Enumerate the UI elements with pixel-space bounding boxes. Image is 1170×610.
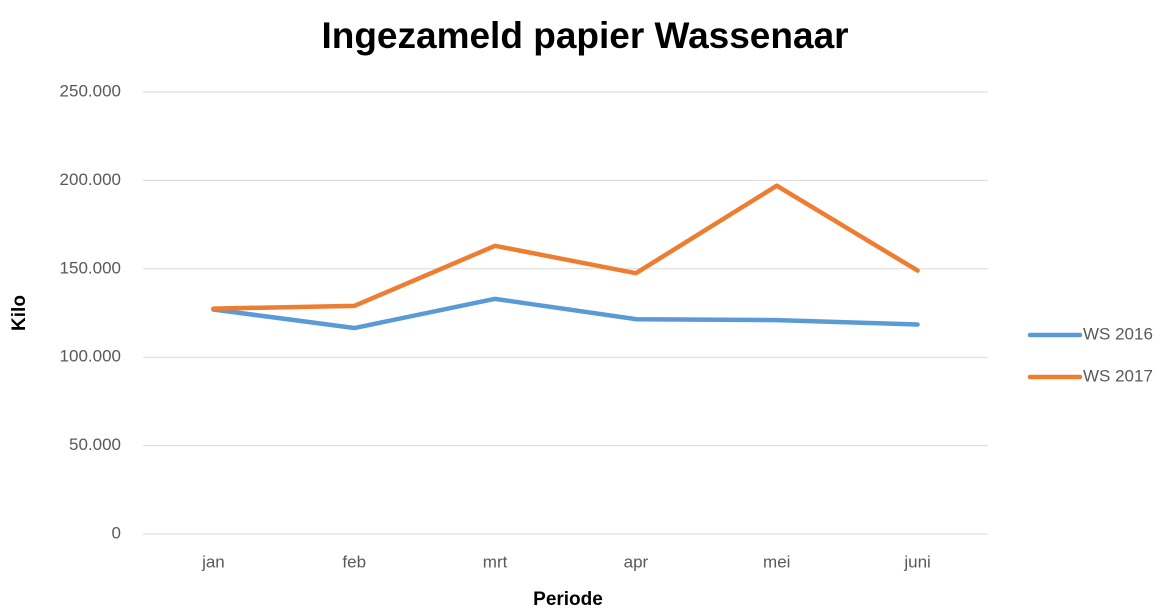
y-tick-label: 200.000 bbox=[60, 170, 121, 189]
x-tick-label: feb bbox=[342, 552, 366, 571]
y-tick-label: 250.000 bbox=[60, 81, 121, 100]
y-tick-label: 150.000 bbox=[60, 258, 121, 277]
x-tick-label: mei bbox=[763, 552, 790, 571]
chart-title: Ingezameld papier Wassenaar bbox=[321, 15, 848, 56]
x-tick-label: jan bbox=[201, 552, 225, 571]
legend-label: WS 2017 bbox=[1083, 366, 1153, 385]
y-axis-title: Kilo bbox=[9, 295, 30, 331]
series-line bbox=[211, 183, 920, 311]
series-line bbox=[211, 296, 920, 331]
y-tick-label: 100.000 bbox=[60, 347, 121, 366]
x-tick-label: mrt bbox=[483, 552, 508, 571]
x-tick-label: apr bbox=[624, 552, 649, 571]
y-tick-label: 50.000 bbox=[69, 435, 121, 454]
legend-label: WS 2016 bbox=[1083, 324, 1153, 343]
y-tick-label: 0 bbox=[112, 523, 121, 542]
x-tick-label: juni bbox=[903, 552, 930, 571]
x-axis-title: Periode bbox=[533, 589, 603, 610]
